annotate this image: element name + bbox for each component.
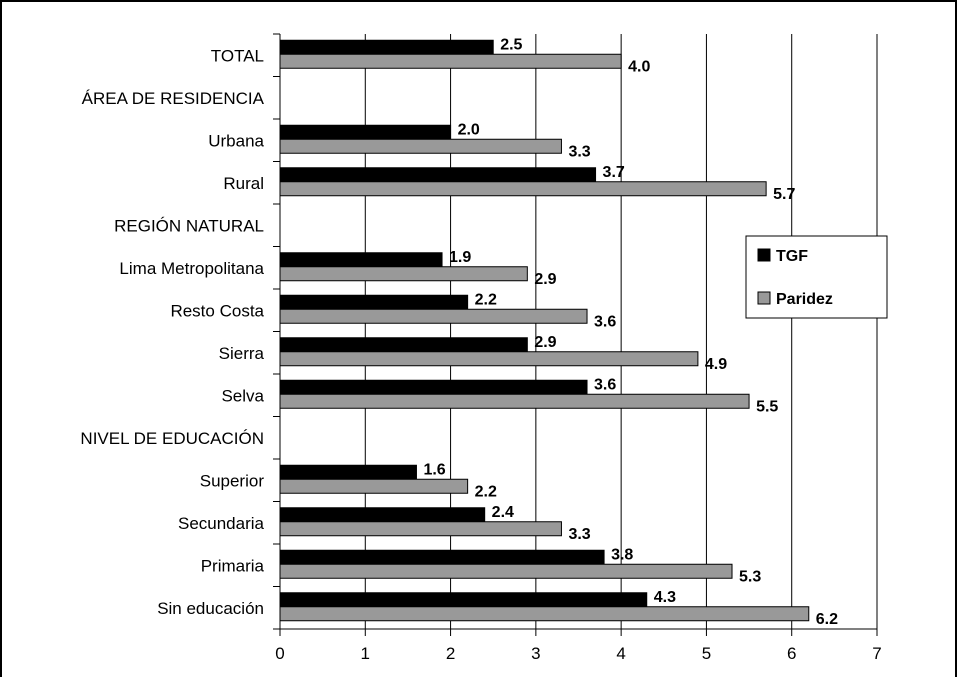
data-label-tgf: 3.8 <box>611 546 633 563</box>
data-label-paridez: 6.2 <box>816 611 838 628</box>
x-tick-label: 6 <box>787 644 796 663</box>
x-tick-label: 5 <box>702 644 711 663</box>
data-label-tgf: 2.9 <box>534 334 556 351</box>
bar-paridez <box>279 606 810 622</box>
category-label: Lima Metropolitana <box>119 259 264 278</box>
category-label: TOTAL <box>211 46 264 65</box>
legend-label-paridez: Paridez <box>776 291 833 308</box>
data-label-tgf: 3.7 <box>603 164 625 181</box>
data-label-tgf: 2.0 <box>458 121 480 138</box>
data-label-paridez: 2.2 <box>475 483 497 500</box>
bar-tgf <box>279 167 597 183</box>
x-tick-label: 1 <box>361 644 370 663</box>
data-label-tgf: 2.5 <box>500 36 522 53</box>
gridlines <box>364 34 878 629</box>
legend: TGF Paridez <box>745 235 888 319</box>
data-label-tgf: 2.4 <box>492 504 514 521</box>
bar-paridez <box>279 393 750 409</box>
legend-swatch-tgf <box>757 248 771 262</box>
bar-paridez <box>279 266 528 282</box>
bar-tgf <box>279 592 648 608</box>
bar-tgf <box>279 379 588 395</box>
bar-tgf <box>279 124 452 140</box>
data-label-paridez: 4.9 <box>705 356 727 373</box>
labels: 0 1 2 3 4 5 6 7 TOTAL 2.5 4.0 ÁREA DE RESIDENCIA Urb… <box>80 36 881 663</box>
data-label-paridez: 5.7 <box>773 186 795 203</box>
data-label-paridez: 3.3 <box>568 143 590 160</box>
bar-paridez <box>279 181 767 197</box>
legend-swatch-paridez <box>757 291 771 305</box>
data-label-paridez: 2.9 <box>534 271 556 288</box>
bar-tgf <box>279 39 494 55</box>
bars <box>279 39 810 622</box>
data-label-paridez: 3.3 <box>568 526 590 543</box>
axes <box>273 33 878 636</box>
data-label-tgf: 2.2 <box>475 291 497 308</box>
x-tick-label: 4 <box>616 644 625 663</box>
bar-paridez <box>279 478 469 494</box>
category-label: Sin educación <box>157 599 264 618</box>
bar-paridez <box>279 138 562 154</box>
bar-paridez <box>279 308 588 324</box>
bar-tgf <box>279 294 469 310</box>
category-label: NIVEL DE EDUCACIÓN <box>80 429 264 448</box>
category-label: ÁREA DE RESIDENCIA <box>82 89 265 108</box>
category-label: Superior <box>200 471 265 490</box>
x-tick-label: 0 <box>275 644 284 663</box>
x-tick-label: 3 <box>531 644 540 663</box>
category-label: Sierra <box>219 344 265 363</box>
legend-label-tgf: TGF <box>776 248 808 265</box>
data-label-paridez: 5.5 <box>756 398 778 415</box>
data-label-paridez: 5.3 <box>739 568 761 585</box>
bar-paridez <box>279 521 562 537</box>
data-label-tgf: 1.6 <box>423 461 445 478</box>
category-label: Selva <box>221 386 264 405</box>
data-label-tgf: 1.9 <box>449 249 471 266</box>
data-label-paridez: 4.0 <box>628 58 650 75</box>
bar-tgf <box>279 464 417 480</box>
bar-tgf <box>279 549 605 565</box>
category-label: Primaria <box>201 556 265 575</box>
category-label: Rural <box>223 174 264 193</box>
bar-paridez <box>279 351 699 367</box>
data-label-tgf: 3.6 <box>594 376 616 393</box>
x-tick-label: 7 <box>872 644 881 663</box>
category-label: Secundaria <box>178 514 265 533</box>
category-label: Resto Costa <box>170 301 264 320</box>
category-label: REGIÓN NATURAL <box>114 216 264 235</box>
category-label: Urbana <box>208 131 264 150</box>
data-label-tgf: 4.3 <box>654 589 676 606</box>
bar-paridez <box>279 563 733 579</box>
bar-tgf <box>279 337 528 353</box>
bar-tgf <box>279 252 443 268</box>
bar-paridez <box>279 53 622 69</box>
bar-tgf <box>279 507 486 523</box>
data-label-paridez: 3.6 <box>594 313 616 330</box>
x-tick-label: 2 <box>446 644 455 663</box>
